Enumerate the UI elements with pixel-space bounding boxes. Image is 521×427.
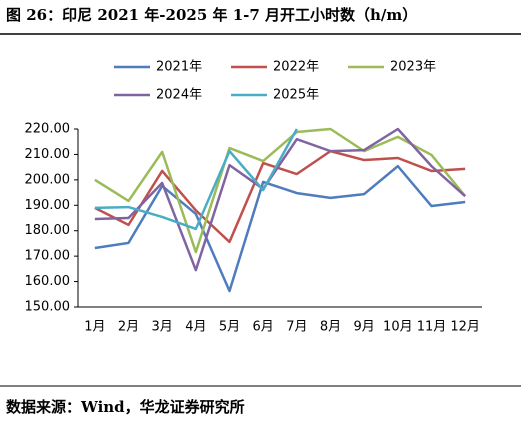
series-line [94,149,466,244]
chart-title: 图 26：印尼 2021 年-2025 年 1-7 月开工小时数（h/m） [6,6,417,24]
y-tick-label: 150.00 [25,300,71,315]
series-line [94,128,298,231]
legend-label: 2025年 [273,88,319,103]
x-tick-label: 3月 [152,320,173,335]
x-tick-label: 5月 [219,320,240,335]
y-tick-label: 180.00 [25,223,71,238]
x-tick-label: 8月 [320,320,341,335]
source: 数据来源：Wind，华龙证券研究所 [6,398,245,416]
x-tick-label: 11月 [417,320,447,335]
legend-label: 2024年 [156,88,202,103]
x-tick-label: 9月 [354,320,375,335]
legend-label: 2021年 [156,60,202,75]
x-tick-label: 12月 [450,320,480,335]
y-tick-label: 160.00 [25,274,71,289]
x-tick-label: 2月 [118,320,139,335]
x-tick-label: 10月 [383,320,413,335]
x-tick-label: 7月 [286,320,307,335]
y-tick-label: 190.00 [25,198,71,213]
series-line [94,127,466,272]
legend-label: 2023年 [390,60,436,75]
series-line [94,127,467,254]
y-tick-label: 220.00 [25,122,71,137]
y-tick-label: 200.00 [25,172,71,187]
x-tick-label: 6月 [253,320,274,335]
x-tick-label: 1月 [84,320,105,335]
x-tick-label: 4月 [185,320,206,335]
y-tick-label: 210.00 [25,147,71,162]
y-tick-label: 170.00 [25,249,71,264]
legend-label: 2022年 [273,60,319,75]
series-line [94,164,466,293]
